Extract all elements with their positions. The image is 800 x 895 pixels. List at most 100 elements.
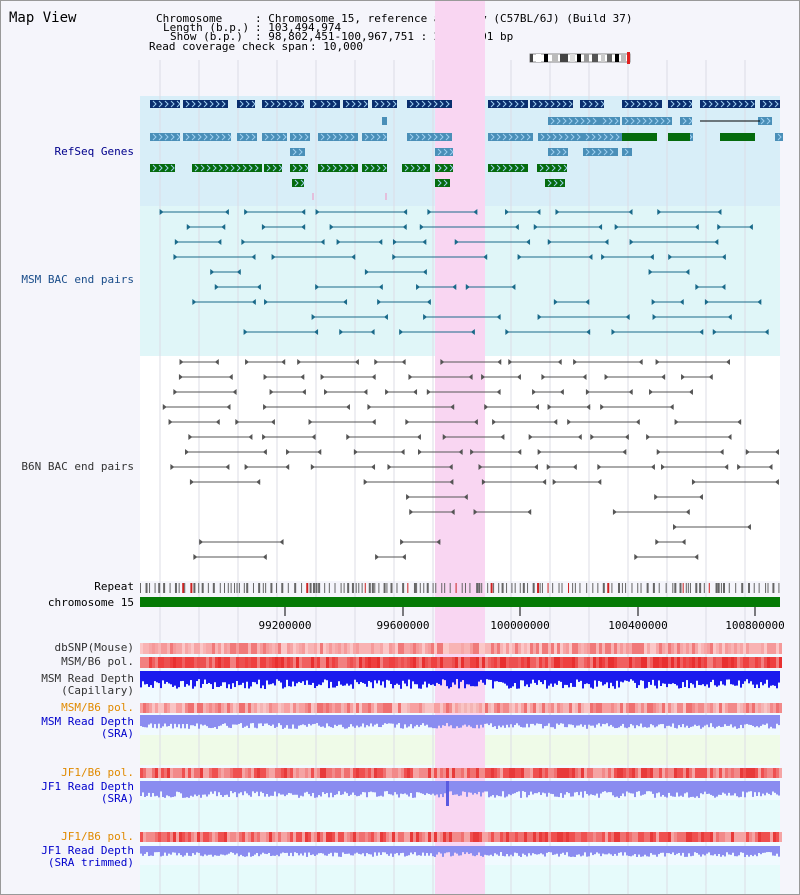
jf1-pol-label[interactable]: JF1/B6 pol. bbox=[61, 766, 134, 779]
msm-sra-depth-bar bbox=[732, 715, 734, 728]
msm-cap-depth-bar bbox=[744, 671, 746, 682]
gene-exon-arrow bbox=[206, 164, 211, 172]
msm-cap-depth-bar bbox=[338, 671, 340, 682]
repeat-element bbox=[432, 583, 434, 593]
msm-pol-2-stripe bbox=[743, 703, 746, 713]
bac-end-marker bbox=[450, 404, 455, 410]
msm-cap-depth-bar bbox=[580, 671, 582, 681]
msm-pol-label[interactable]: MSM/B6 pol. bbox=[61, 655, 134, 668]
jf1-sra-depth-bar bbox=[170, 781, 172, 798]
msm-bac-label[interactable]: MSM BAC end pairs bbox=[21, 273, 134, 286]
msm-pol-2-stripe bbox=[371, 703, 374, 713]
msm-pol-stripe bbox=[401, 657, 404, 668]
bac-end-marker bbox=[553, 419, 558, 425]
jf1-sra-depth-bar bbox=[680, 781, 682, 796]
repeat-element bbox=[602, 583, 605, 593]
jf1-sra-depth-bar bbox=[764, 781, 766, 796]
msm-pol-2-stripe bbox=[623, 703, 626, 713]
bac-end-marker bbox=[505, 209, 510, 215]
jf1-sra-depth-bar bbox=[580, 781, 582, 792]
msm-cap-depth-bar bbox=[516, 671, 518, 689]
msm-cap-depth-bar bbox=[410, 671, 412, 689]
repeat-element bbox=[449, 583, 451, 593]
dbsnp-stripe bbox=[335, 643, 338, 654]
msm-sra-depth-bar bbox=[602, 715, 604, 724]
msm-pol-stripe bbox=[203, 657, 206, 668]
dbsnp-stripe bbox=[587, 643, 590, 654]
jf1-depth-label[interactable]: JF1 Read Depth bbox=[41, 780, 134, 793]
gene-exon-arrow bbox=[688, 100, 693, 108]
msm-pol-2-stripe bbox=[191, 703, 194, 713]
refseq-gene bbox=[700, 100, 755, 108]
jf1-pol-2-label[interactable]: JF1/B6 pol. bbox=[61, 830, 134, 843]
gene-exon-arrow bbox=[550, 117, 555, 125]
bac-end-marker bbox=[514, 224, 519, 230]
gene-exon-arrow bbox=[603, 133, 608, 141]
msm-cap-depth-bar bbox=[666, 671, 668, 688]
dbsnp-stripe bbox=[557, 643, 560, 654]
jf1-pol-stripe bbox=[248, 768, 251, 778]
msm-cap-depth-bar bbox=[532, 671, 534, 680]
bac-end-marker bbox=[285, 464, 290, 470]
msm-pol-stripe bbox=[476, 657, 479, 668]
repeat-element bbox=[753, 583, 755, 593]
bac-end-marker bbox=[552, 479, 557, 485]
msm-sra-depth-bar bbox=[182, 715, 184, 725]
gene-exon-arrow bbox=[376, 164, 381, 172]
msm-pol-stripe bbox=[611, 657, 614, 668]
refseq-genes-label[interactable]: RefSeq Genes bbox=[54, 145, 134, 158]
bac-end-marker bbox=[170, 464, 175, 470]
msm-pol-stripe bbox=[728, 657, 731, 668]
refseq-gene bbox=[758, 117, 772, 125]
msm-pol-2-label[interactable]: MSM/B6 pol. bbox=[61, 701, 134, 714]
jf1-sra-depth-bar bbox=[638, 781, 640, 792]
bac-end-marker bbox=[186, 224, 191, 230]
msm-sra-depth-bar bbox=[334, 715, 336, 725]
msm-pol-stripe bbox=[620, 657, 623, 668]
dbsnp-stripe bbox=[395, 643, 398, 654]
msm-cap-depth-bar bbox=[488, 671, 490, 680]
jf1-pol-2-stripe bbox=[158, 832, 161, 842]
msm-sra-depth-bar bbox=[228, 715, 230, 728]
jf1-sra-depth-bar bbox=[210, 781, 212, 792]
b6n-bac-label[interactable]: B6N BAC end pairs bbox=[21, 460, 134, 473]
jf1-sra-depth-bar bbox=[752, 781, 754, 797]
repeat-element bbox=[481, 583, 483, 593]
msm-cap-depth-bar bbox=[272, 671, 274, 684]
msm-pol-2-stripe bbox=[584, 703, 587, 713]
jf1-sra-depth-bar bbox=[158, 781, 160, 798]
msm-pol-2-stripe bbox=[674, 703, 677, 713]
msm-cap-depth-bar bbox=[742, 671, 744, 684]
gene-exon-arrow bbox=[298, 148, 303, 156]
msm-depth-sra-label[interactable]: MSM Read Depth bbox=[41, 715, 134, 728]
msm-cap-depth-bar bbox=[470, 671, 472, 687]
msm-depth-cap-label[interactable]: MSM Read Depth bbox=[41, 672, 134, 685]
jf1-trim-depth-bar bbox=[222, 846, 224, 855]
bac-end-marker bbox=[173, 389, 178, 395]
msm-cap-depth-bar bbox=[626, 671, 628, 681]
show-key: Show (b.p.) bbox=[170, 30, 243, 43]
jf1-trim-label[interactable]: JF1 Read Depth bbox=[41, 844, 134, 857]
dbsnp-label[interactable]: dbSNP(Mouse) bbox=[54, 641, 134, 654]
jf1-pol-2-stripe bbox=[386, 832, 389, 842]
jf1-pol-stripe bbox=[530, 768, 533, 778]
jf1-pol-stripe bbox=[572, 768, 575, 778]
jf1-pol-2-stripe bbox=[326, 832, 329, 842]
msm-sra-depth-bar bbox=[644, 715, 646, 727]
jf1-pol-stripe bbox=[464, 768, 467, 778]
jf1-sra-depth-bar bbox=[636, 781, 638, 792]
msm-pol-stripe bbox=[695, 657, 698, 668]
msm-cap-depth-bar bbox=[230, 671, 232, 689]
gene-exon-arrow bbox=[496, 164, 501, 172]
msm-sra-depth-bar bbox=[192, 715, 194, 726]
jf1-pol-stripe bbox=[692, 768, 695, 778]
dbsnp-stripe bbox=[554, 643, 557, 654]
msm-cap-depth-bar bbox=[374, 671, 376, 681]
dbsnp-stripe bbox=[635, 643, 638, 654]
gene-exon-arrow bbox=[708, 100, 713, 108]
dbsnp-stripe bbox=[164, 643, 167, 654]
msm-pol-stripe bbox=[521, 657, 524, 668]
msm-sra-depth-bar bbox=[410, 715, 412, 725]
jf1-trim-depth-bar bbox=[696, 846, 698, 854]
